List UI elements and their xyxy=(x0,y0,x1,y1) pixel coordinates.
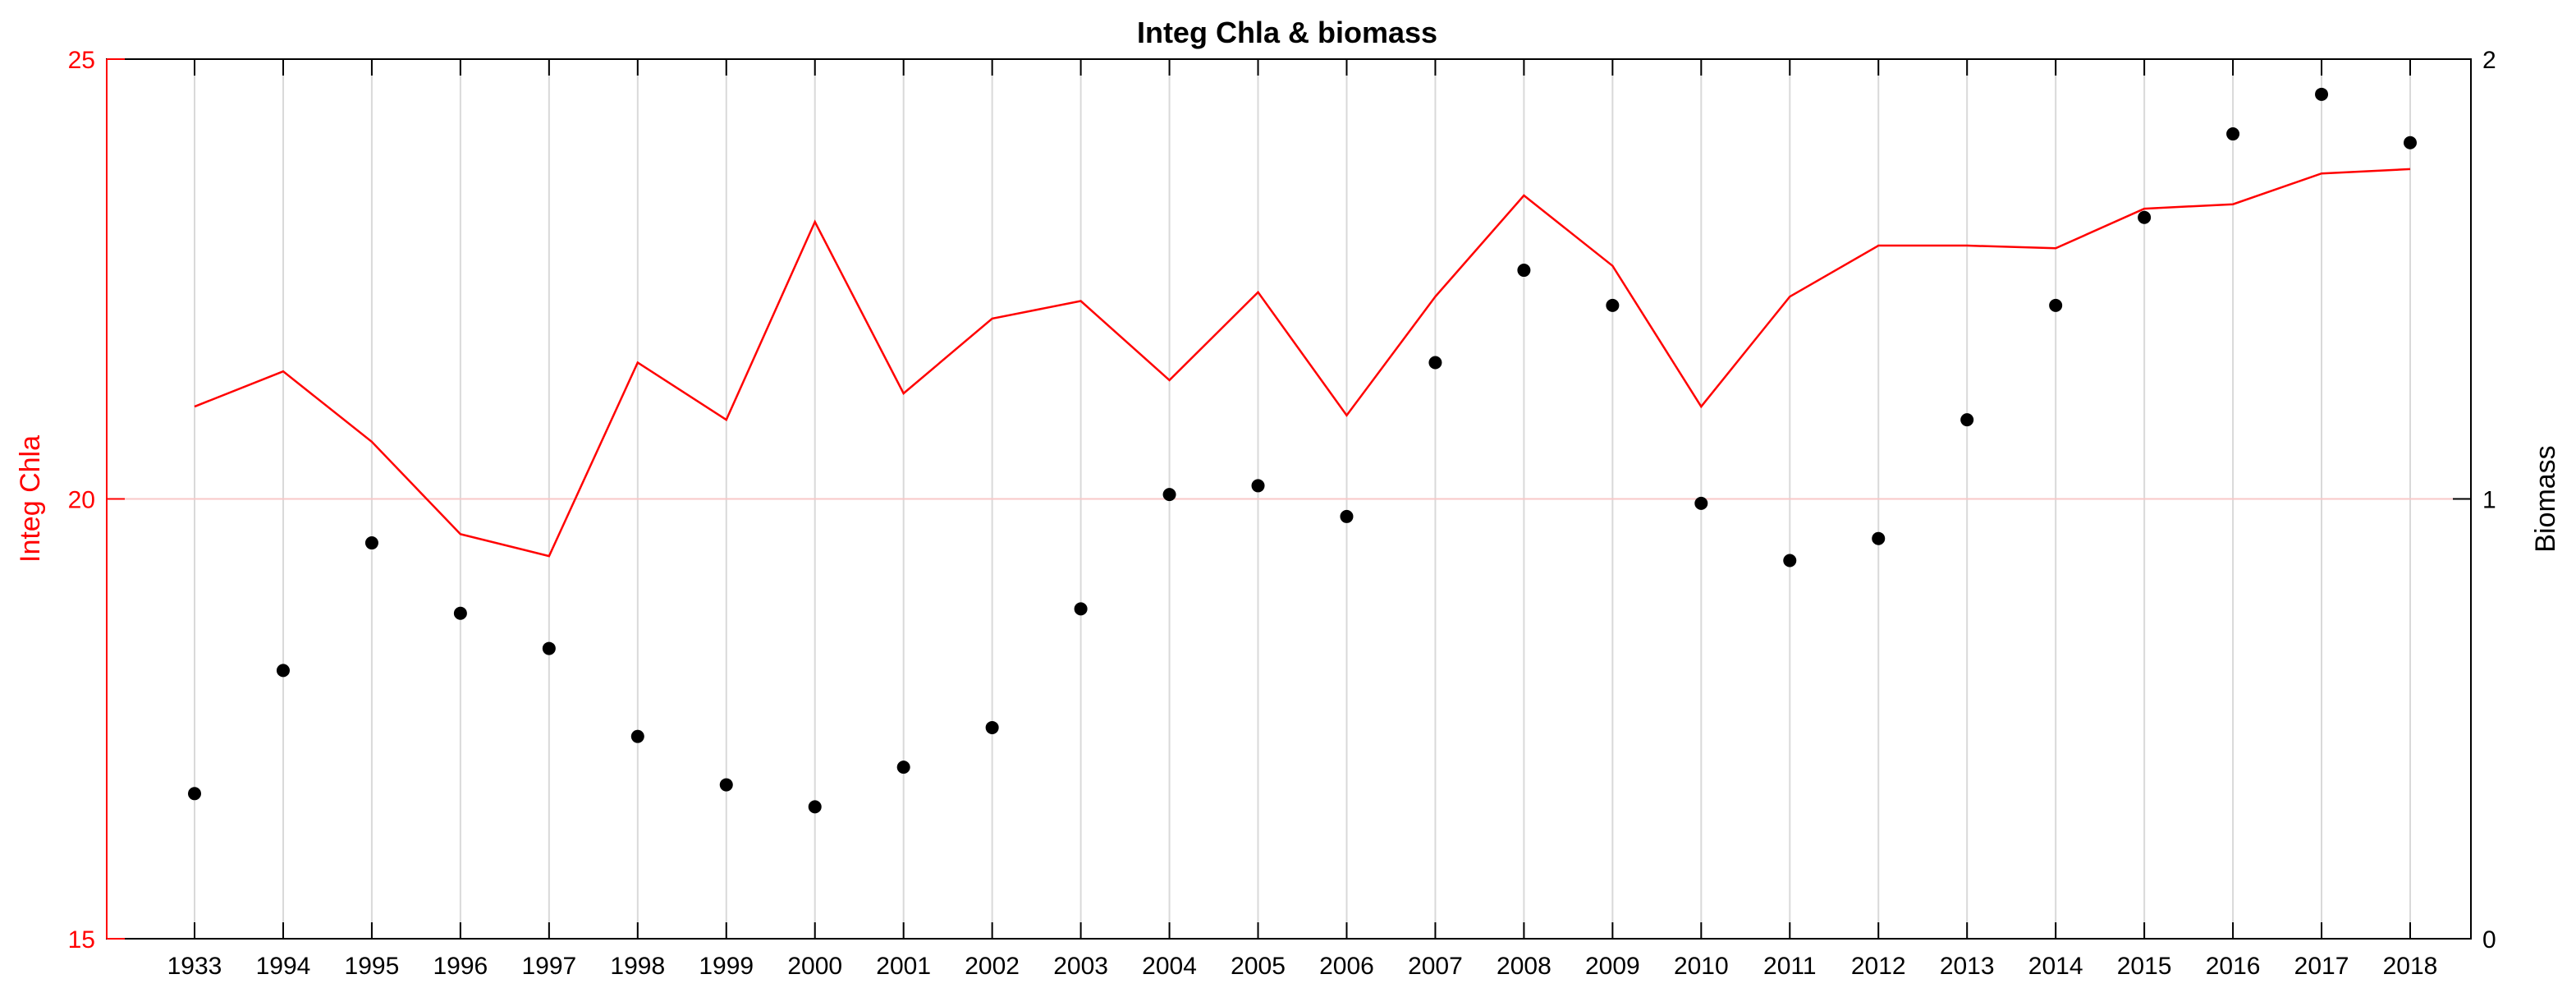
x-axis: 1933 1994 1995 1996 1997 1998 1999 2000 2001 2002… xyxy=(167,59,2438,980)
biomass-point xyxy=(1872,531,1886,545)
biomass-point xyxy=(1783,554,1797,568)
biomass-point xyxy=(719,778,733,792)
biomass-point xyxy=(1074,602,1088,616)
biomass-point xyxy=(1606,298,1620,312)
x-tick-label: 2002 xyxy=(965,953,1020,980)
biomass-point xyxy=(542,641,556,655)
x-tick-label: 2008 xyxy=(1497,953,1552,980)
x-tick-label: 1998 xyxy=(610,953,665,980)
x-tick-label: 2017 xyxy=(2294,953,2349,980)
biomass-point xyxy=(2226,127,2240,141)
biomass-point xyxy=(1960,413,1974,427)
biomass-point xyxy=(1251,479,1265,493)
x-tick-label: 1933 xyxy=(167,953,222,980)
x-tick-label: 1997 xyxy=(521,953,576,980)
left-tick-label: 20 xyxy=(68,487,95,514)
chart-title: Integ Chla & biomass xyxy=(1137,16,1437,49)
x-tick-label: 2018 xyxy=(2383,953,2438,980)
biomass-point xyxy=(2315,87,2329,101)
x-tick-label: 2006 xyxy=(1319,953,1374,980)
x-tick-label: 2005 xyxy=(1231,953,1286,980)
x-tick-label: 1996 xyxy=(433,953,488,980)
biomass-point xyxy=(1340,509,1354,523)
biomass-point xyxy=(2049,298,2063,312)
x-tick-label: 1994 xyxy=(256,953,311,980)
biomass-point xyxy=(364,536,378,550)
x-tick-label: 2011 xyxy=(1763,953,1817,980)
x-tick-label: 2016 xyxy=(2206,953,2261,980)
x-tick-label: 2000 xyxy=(787,953,842,980)
x-tick-label: 2007 xyxy=(1408,953,1463,980)
right-axis: 0 1 2 xyxy=(2453,47,2496,954)
biomass-point xyxy=(808,800,822,814)
x-tick-label: 1999 xyxy=(699,953,754,980)
right-tick-label: 0 xyxy=(2482,926,2496,954)
biomass-point xyxy=(2138,210,2152,224)
left-axis: 15 20 25 xyxy=(68,47,125,954)
x-tick-label: 1995 xyxy=(345,953,400,980)
left-tick-label: 15 xyxy=(68,926,95,954)
x-tick-label: 2001 xyxy=(876,953,931,980)
x-tick-label: 2004 xyxy=(1142,953,1197,980)
x-tick-label: 2013 xyxy=(1940,953,1995,980)
x-tick-label: 2012 xyxy=(1851,953,1906,980)
biomass-point xyxy=(1517,264,1531,278)
left-tick-label: 25 xyxy=(68,47,95,74)
right-tick-label: 2 xyxy=(2482,47,2496,74)
biomass-point xyxy=(1428,356,1442,370)
biomass-point xyxy=(453,606,467,620)
right-axis-label: Biomass xyxy=(2530,445,2561,552)
chla-line xyxy=(194,168,2411,558)
left-axis-label: Integ Chla xyxy=(15,435,46,563)
biomass-point xyxy=(276,664,290,678)
biomass-point xyxy=(985,720,999,734)
x-tick-label: 2015 xyxy=(2117,953,2172,980)
x-tick-label: 2014 xyxy=(2028,953,2083,980)
biomass-point xyxy=(1694,496,1708,510)
biomass-point xyxy=(2404,136,2417,149)
biomass-point xyxy=(896,761,910,774)
right-tick-label: 1 xyxy=(2482,487,2496,514)
biomass-point xyxy=(630,729,644,743)
x-tick-label: 2009 xyxy=(1585,953,1640,980)
biomass-series xyxy=(188,87,2417,814)
chla-series xyxy=(194,168,2411,558)
biomass-point xyxy=(188,787,201,801)
x-tick-label: 2010 xyxy=(1674,953,1729,980)
x-tick-label: 2003 xyxy=(1053,953,1108,980)
biomass-point xyxy=(1162,488,1176,502)
